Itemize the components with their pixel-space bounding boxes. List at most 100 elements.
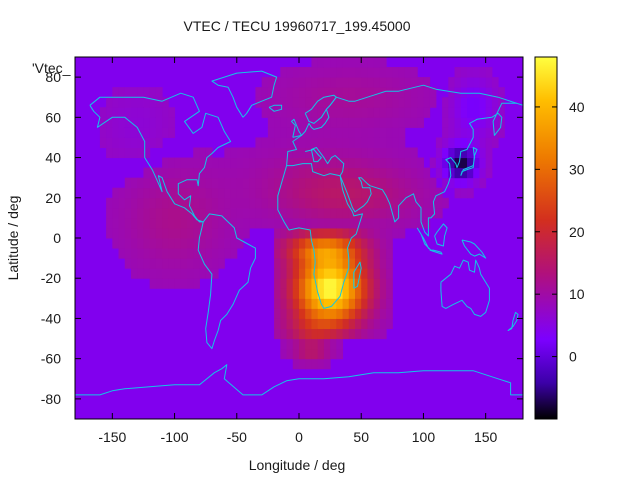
heatmap-cell	[473, 137, 480, 148]
heatmap-cell	[367, 57, 375, 68]
heatmap-cell	[112, 107, 120, 118]
heatmap-cell	[305, 127, 312, 138]
heatmap-cell	[230, 147, 238, 159]
heatmap-cell	[355, 207, 362, 219]
heatmap-cell	[336, 77, 344, 88]
heatmap-cell	[454, 157, 462, 169]
heatmap-cell	[411, 177, 418, 189]
coastline	[434, 223, 448, 247]
heatmap-cell	[180, 227, 188, 239]
heatmap-cell	[187, 278, 194, 289]
heatmap-cell	[149, 278, 157, 289]
heatmap-cell	[280, 318, 288, 329]
heatmap-cell	[274, 117, 281, 128]
heatmap-cell	[292, 197, 300, 209]
heatmap-cell	[124, 217, 132, 229]
heatmap-cell	[299, 248, 306, 259]
heatmap-cell	[286, 77, 294, 88]
heatmap-cell	[336, 207, 344, 219]
heatmap-cell	[292, 137, 300, 148]
colorbar-tick-label: 30	[569, 161, 585, 177]
heatmap-cell	[299, 107, 306, 118]
coastline	[197, 213, 256, 350]
heatmap-cell	[243, 167, 250, 179]
heatmap-cell	[379, 328, 387, 340]
heatmap-cell	[448, 117, 456, 128]
heatmap-cell	[361, 147, 368, 159]
heatmap-cell	[355, 87, 362, 98]
heatmap-cell	[292, 67, 300, 78]
heatmap-cell	[348, 107, 356, 118]
heatmap-cell	[280, 97, 288, 108]
heatmap-cell	[460, 107, 468, 118]
heatmap-cell	[299, 97, 306, 108]
heatmap-cell	[168, 107, 176, 118]
heatmap-cell	[280, 238, 288, 249]
heatmap-cell	[199, 258, 207, 269]
heatmap-cell	[355, 187, 362, 199]
heatmap-cell	[367, 127, 375, 138]
heatmap-cell	[323, 117, 331, 128]
heatmap-cell	[106, 127, 113, 138]
heatmap-cell	[373, 97, 381, 108]
colorbar-frame	[534, 56, 558, 420]
heatmap-cell	[292, 157, 300, 169]
heatmap-cell	[118, 137, 126, 148]
heatmap-cell	[386, 238, 393, 249]
heatmap-cell	[323, 207, 331, 219]
heatmap-cell	[187, 187, 194, 199]
heatmap-cell	[286, 137, 294, 148]
heatmap-cell	[317, 177, 325, 189]
heatmap-cell	[106, 137, 113, 148]
heatmap-cell	[323, 338, 331, 350]
heatmap-cell	[348, 258, 356, 269]
heatmap-cell	[348, 227, 356, 239]
heatmap-cell	[386, 207, 393, 219]
heatmap-cell	[330, 227, 337, 239]
coastline	[211, 70, 278, 118]
heatmap-cell	[162, 238, 169, 249]
heatmap-cell	[392, 67, 400, 78]
heatmap-cell	[267, 207, 275, 219]
heatmap-cell	[398, 217, 406, 229]
heatmap-cell	[131, 258, 138, 269]
heatmap-cell	[367, 328, 375, 340]
heatmap-cell	[367, 227, 375, 239]
x-tick-label: 100	[412, 429, 436, 445]
heatmap-cell	[255, 217, 263, 229]
heatmap-cell	[348, 248, 356, 259]
heatmap-cell	[348, 187, 356, 199]
colorbar-tick-label: 10	[569, 286, 585, 302]
heatmap-cell	[392, 217, 400, 229]
heatmap-cell	[168, 117, 176, 128]
heatmap-cell	[460, 167, 468, 179]
heatmap-cell	[348, 288, 356, 299]
heatmap-cell	[299, 227, 306, 239]
heatmap-cell	[218, 177, 225, 189]
heatmap-cell	[330, 288, 337, 299]
heatmap-cell	[386, 127, 393, 138]
heatmap-cell	[442, 117, 449, 128]
heatmap-cell	[373, 207, 381, 219]
heatmap-cell	[149, 197, 157, 209]
heatmap-cell	[149, 117, 157, 128]
heatmap-cell	[155, 217, 163, 229]
heatmap-cell	[137, 137, 144, 148]
heatmap-cell	[155, 187, 163, 199]
heatmap-cell	[224, 207, 232, 219]
heatmap-cell	[137, 248, 144, 259]
heatmap-cell	[367, 278, 375, 289]
coastline	[353, 261, 362, 289]
heatmap-cell	[267, 107, 275, 118]
heatmap-cell	[448, 77, 456, 88]
heatmap-cell	[274, 157, 281, 169]
heatmap-cell	[261, 187, 269, 199]
heatmap-cell	[323, 177, 331, 189]
heatmap-cell	[230, 238, 238, 249]
heatmap-cell	[435, 197, 443, 209]
heatmap-cell	[348, 127, 356, 138]
heatmap-cell	[448, 177, 456, 189]
heatmap-cell	[379, 137, 387, 148]
heatmap-cell	[454, 77, 462, 88]
heatmap-cell	[143, 87, 151, 98]
